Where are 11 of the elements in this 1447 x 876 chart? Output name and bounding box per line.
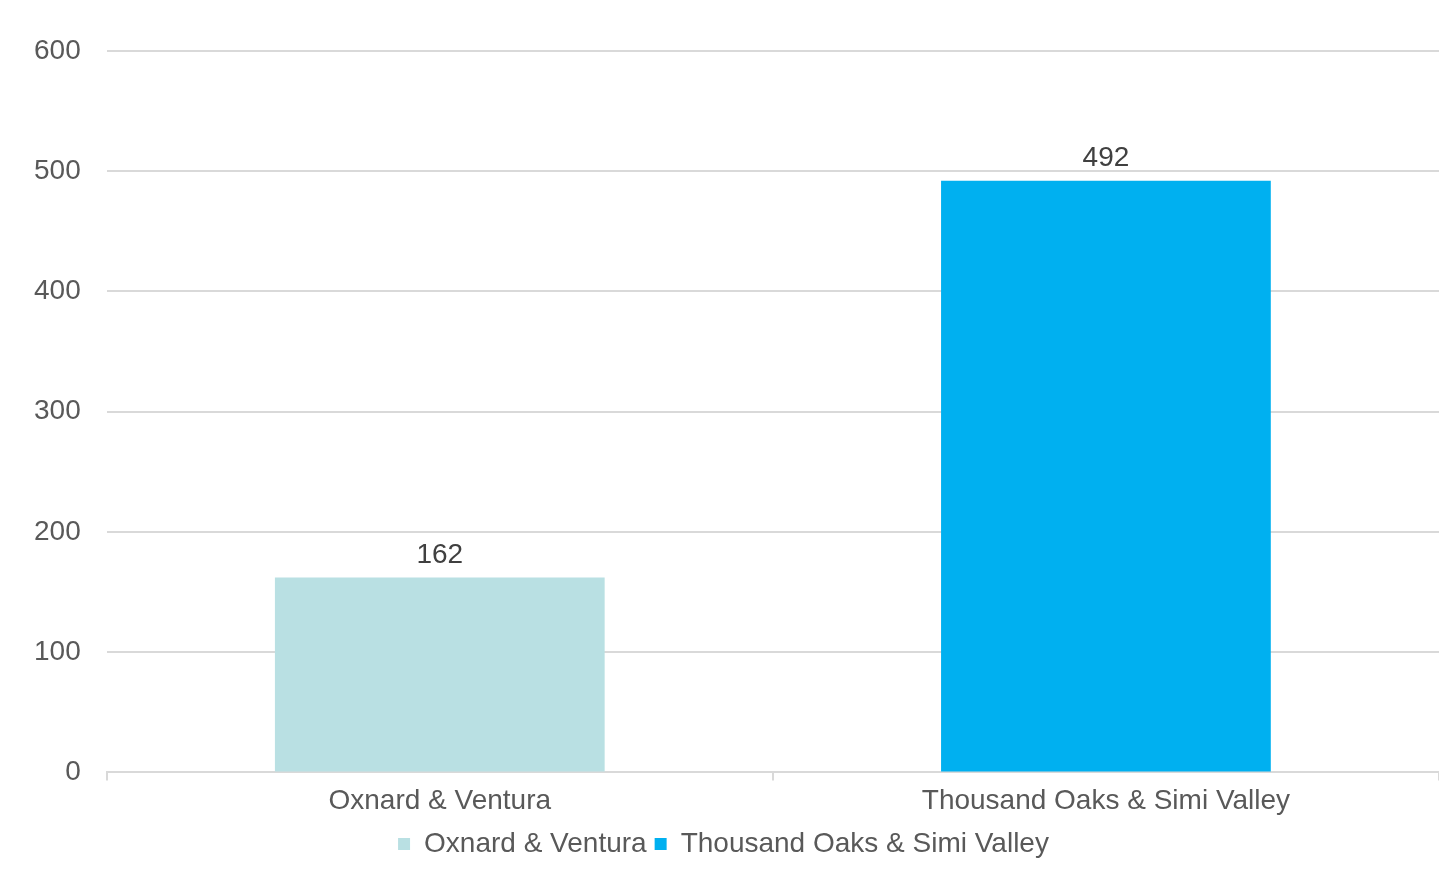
data-label: 492 [1082,141,1130,173]
legend-label: Oxnard & Ventura [424,826,648,858]
y-tick-label: 400 [34,274,81,306]
y-tick-label: 200 [34,514,81,546]
legend-label: Thousand Oaks & Simi Valley [680,826,1049,858]
y-tick-label: 0 [65,755,81,787]
y-tick-label: 300 [34,394,81,426]
y-tick-label: 500 [34,153,81,185]
y-tick-label: 600 [34,33,81,65]
data-label: 162 [416,538,464,570]
y-tick-label: 100 [34,634,81,666]
